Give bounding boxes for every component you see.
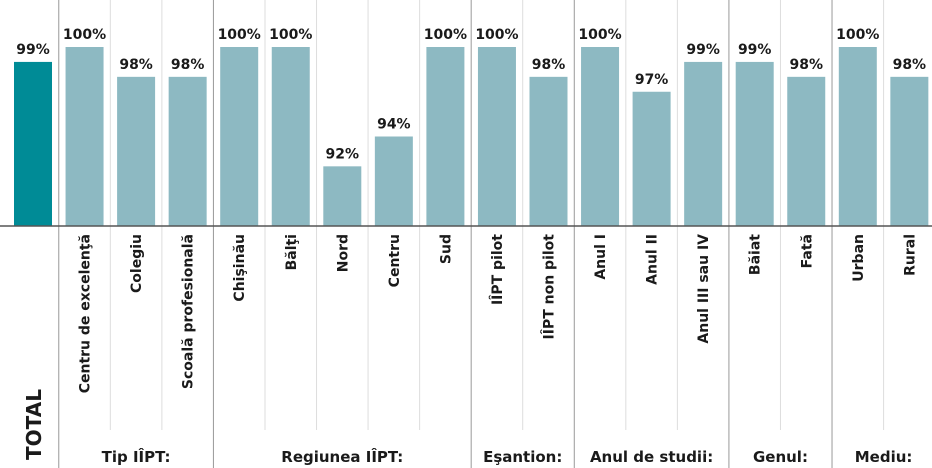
value-label: 98% bbox=[893, 57, 927, 73]
group-label: Mediu: bbox=[855, 448, 913, 466]
bar bbox=[168, 76, 207, 226]
group-label: Eşantion: bbox=[483, 448, 562, 466]
bar bbox=[890, 76, 929, 226]
bar bbox=[477, 47, 516, 226]
value-label: 99% bbox=[686, 42, 720, 58]
group-label: Regiunea IÎPT: bbox=[281, 447, 403, 466]
value-label: 99% bbox=[738, 42, 772, 58]
category-label: Băiat bbox=[748, 234, 764, 275]
bar bbox=[684, 61, 723, 226]
bar bbox=[117, 76, 156, 226]
value-label: 100% bbox=[424, 27, 467, 43]
value-label: 97% bbox=[635, 72, 669, 88]
bar bbox=[529, 76, 568, 226]
category-label: TOTAL bbox=[22, 389, 46, 460]
category-label: Sud bbox=[438, 234, 454, 264]
value-label: 100% bbox=[218, 27, 261, 43]
category-label: Scoală profesională bbox=[181, 234, 197, 389]
value-label: 94% bbox=[377, 117, 411, 133]
bar bbox=[65, 47, 104, 226]
value-label: 98% bbox=[171, 57, 205, 73]
bar bbox=[838, 47, 877, 226]
bar bbox=[271, 47, 310, 226]
bar bbox=[735, 61, 774, 226]
category-label: Rural bbox=[902, 234, 918, 276]
value-label: 100% bbox=[578, 27, 621, 43]
bar bbox=[323, 166, 362, 226]
group-label: Anul de studii: bbox=[590, 448, 713, 466]
category-label: Anul III sau IV bbox=[696, 234, 712, 344]
bar bbox=[374, 136, 413, 226]
category-label: Chişinău bbox=[232, 234, 248, 302]
value-label: 98% bbox=[119, 57, 153, 73]
category-label: Urban bbox=[851, 234, 867, 282]
value-label: 99% bbox=[16, 42, 50, 58]
value-label: 92% bbox=[326, 146, 360, 162]
category-label: Fată bbox=[799, 234, 815, 268]
group-label: Genul: bbox=[753, 448, 808, 466]
value-label: 98% bbox=[789, 57, 823, 73]
category-label: Nord bbox=[335, 234, 351, 272]
value-label: 100% bbox=[836, 27, 879, 43]
bar bbox=[220, 47, 259, 226]
category-label: Centru bbox=[387, 234, 403, 287]
value-label: 100% bbox=[475, 27, 518, 43]
category-label: Anul I bbox=[593, 234, 609, 280]
bar bbox=[14, 61, 52, 226]
category-label: Anul II bbox=[645, 234, 661, 285]
category-label: IÎPT pilot bbox=[489, 234, 506, 305]
category-label: Centru de excelenţă bbox=[78, 234, 94, 393]
bar bbox=[426, 47, 465, 226]
category-label: Colegiu bbox=[129, 234, 145, 293]
value-label: 100% bbox=[63, 27, 106, 43]
category-label: IÎPT non pilot bbox=[541, 234, 558, 340]
bar bbox=[632, 91, 671, 226]
bar bbox=[581, 47, 620, 226]
value-label: 100% bbox=[269, 27, 312, 43]
group-label: Tip IÎPT: bbox=[102, 447, 171, 466]
bar bbox=[787, 76, 826, 226]
category-label: Bălţi bbox=[284, 234, 300, 270]
value-label: 98% bbox=[532, 57, 566, 73]
